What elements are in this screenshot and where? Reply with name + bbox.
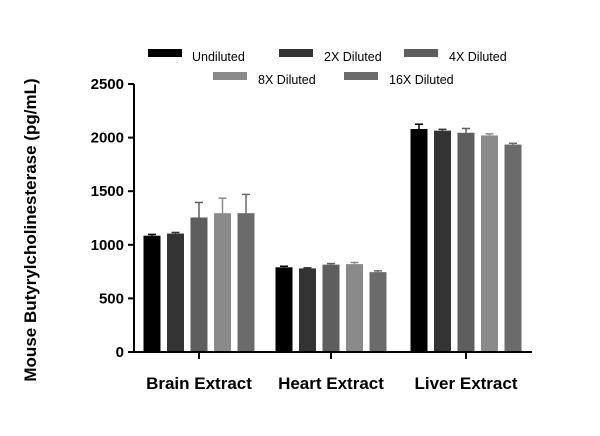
legend-swatch bbox=[404, 49, 438, 57]
legend-label: 8X Diluted bbox=[258, 73, 316, 87]
error-bars bbox=[148, 123, 517, 273]
bar bbox=[167, 233, 184, 352]
legend-swatch bbox=[213, 72, 247, 80]
axes: 0 500 1000 1500 2000 2500 Brain Extract Heart E… bbox=[91, 76, 532, 393]
bar bbox=[369, 272, 387, 352]
y-tick-label: 500 bbox=[99, 290, 124, 307]
bar bbox=[143, 235, 161, 352]
bars bbox=[143, 129, 522, 352]
legend-label: 16X Diluted bbox=[389, 73, 454, 87]
bar bbox=[275, 267, 293, 352]
legend-label: 4X Diluted bbox=[449, 50, 507, 64]
legend-label: Undiluted bbox=[192, 50, 245, 64]
legend-swatch bbox=[279, 49, 313, 57]
x-category-label: Heart Extract bbox=[278, 374, 384, 393]
bar bbox=[299, 268, 316, 352]
bar bbox=[481, 135, 498, 352]
legend-label: 2X Diluted bbox=[324, 50, 382, 64]
y-tick-label: 0 bbox=[116, 344, 124, 361]
x-category-label: Brain Extract bbox=[146, 374, 252, 393]
x-category-label: Liver Extract bbox=[415, 374, 518, 393]
y-tick-label: 2000 bbox=[91, 130, 124, 147]
y-tick-label: 2500 bbox=[91, 76, 124, 93]
bar bbox=[214, 213, 231, 352]
y-axis-label: Mouse Butyrylcholinesterase (pg/mL) bbox=[21, 78, 40, 381]
legend-swatch bbox=[148, 49, 182, 57]
bar bbox=[237, 213, 255, 352]
y-tick-label: 1500 bbox=[91, 183, 124, 200]
legend: Undiluted 2X Diluted 4X Diluted 8X Diluted 1… bbox=[148, 49, 507, 87]
bar bbox=[457, 132, 475, 352]
legend-swatch bbox=[344, 72, 378, 80]
bar bbox=[504, 144, 522, 352]
bar bbox=[190, 217, 208, 352]
bar bbox=[346, 264, 363, 352]
bar bbox=[410, 129, 428, 352]
y-tick-label: 1000 bbox=[91, 237, 124, 254]
bar bbox=[322, 264, 340, 352]
bar bbox=[434, 130, 451, 352]
